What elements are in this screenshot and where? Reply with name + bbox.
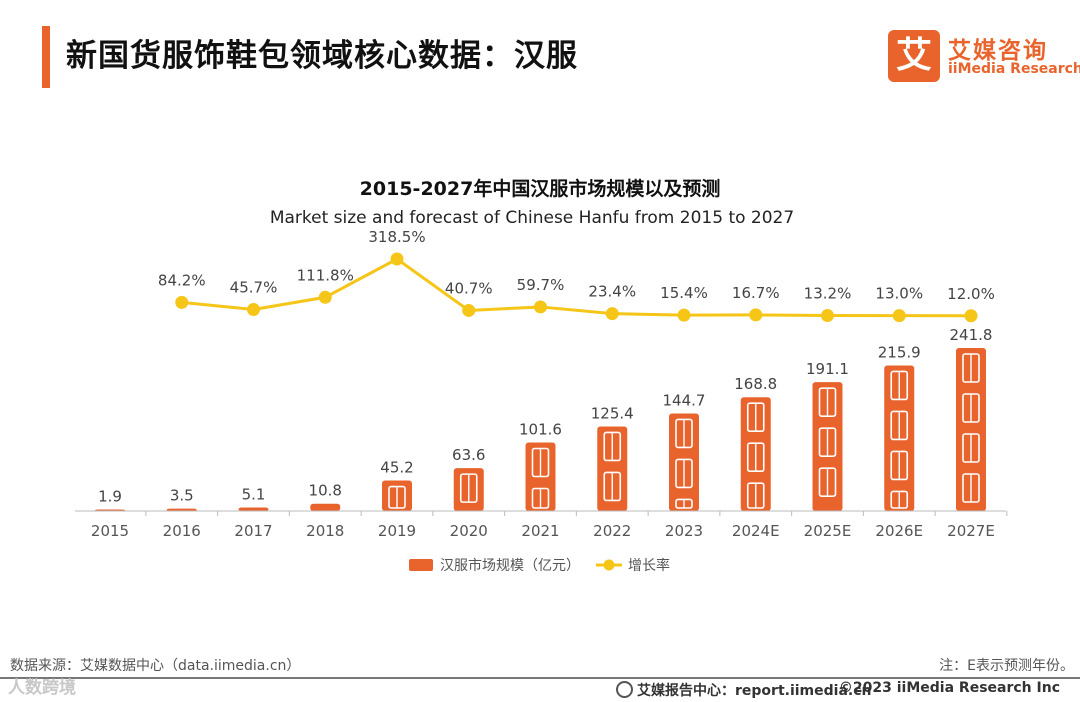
growth-value-label: 84.2%	[158, 271, 206, 289]
x-tick-label: 2018	[306, 522, 344, 540]
chart-title: 2015-2027年中国汉服市场规模以及预测	[359, 178, 721, 200]
bar-value-label: 144.7	[663, 391, 706, 409]
bar-value-label: 191.1	[806, 360, 849, 378]
bar-value-label: 125.4	[591, 404, 634, 422]
report-center-link[interactable]: 艾媒报告中心：report.iimedia.cn	[616, 680, 872, 700]
bar-2026E	[884, 365, 915, 511]
growth-value-label: 23.4%	[588, 283, 636, 301]
legend-line-marker	[603, 559, 615, 571]
x-tick-label: 2015	[91, 522, 129, 540]
growth-rate-line	[181, 257, 972, 318]
globe-icon	[616, 681, 633, 698]
bar-value-label: 168.8	[734, 375, 777, 393]
chart-subtitle: Market size and forecast of Chinese Hanf…	[269, 208, 795, 228]
bar-2016	[166, 508, 197, 511]
forecast-note: 注：E表示预测年份。	[939, 658, 1074, 674]
logo-english-text: iiMedia Research	[948, 61, 1080, 77]
iimedia-logo[interactable]: 艾 艾媒咨询 iiMedia Research	[888, 30, 1080, 82]
bar-2024E	[740, 397, 771, 511]
growth-value-label: 16.7%	[732, 284, 780, 302]
bar-value-label: 1.9	[98, 488, 122, 506]
growth-value-label: 15.4%	[660, 284, 708, 302]
logo-mark-icon: 艾	[888, 30, 940, 82]
bar-2021	[525, 442, 556, 511]
x-tick-label: 2023	[665, 522, 703, 540]
growth-point-2023	[677, 308, 691, 322]
bar-2017	[238, 507, 269, 511]
bar-2020	[453, 468, 484, 511]
growth-value-label: 111.8%	[297, 266, 354, 284]
growth-point-2022	[605, 307, 619, 321]
bar-fill	[956, 348, 986, 511]
footer-divider	[0, 677, 1080, 679]
bar-2025E	[812, 382, 843, 511]
x-tick-label: 2026E	[875, 522, 923, 540]
watermark: 人数跨境	[8, 678, 76, 698]
x-tick-label: 2025E	[804, 522, 852, 540]
bar-value-label: 241.8	[950, 326, 993, 344]
growth-point-2016	[175, 295, 189, 309]
bar-value-label: 3.5	[170, 487, 194, 505]
x-tick-label: 2017	[234, 522, 272, 540]
title-accent-bar	[42, 26, 50, 88]
growth-point-2021	[534, 300, 547, 314]
x-tick-label: 2024E	[732, 522, 780, 540]
legend-bar-swatch	[409, 559, 433, 571]
legend-line-item: 增长率	[596, 557, 670, 574]
bar-2027E	[956, 348, 986, 511]
bar-2022	[597, 426, 628, 511]
bar-value-label: 5.1	[242, 486, 266, 504]
bar-2018	[310, 503, 341, 511]
growth-value-label: 13.0%	[875, 285, 923, 303]
bar-value-label: 101.6	[519, 421, 562, 439]
growth-point-2025E	[821, 309, 834, 323]
logo-chinese-text: 艾媒咨询	[948, 38, 1048, 64]
growth-value-label: 40.7%	[445, 279, 493, 297]
growth-point-2020	[462, 303, 476, 317]
growth-value-label: 13.2%	[804, 285, 852, 303]
bar-value-label: 215.9	[878, 343, 921, 361]
growth-point-2017	[247, 303, 260, 317]
growth-value-label: 12.0%	[947, 285, 995, 303]
bar-fill	[166, 508, 197, 511]
x-tick-label: 2019	[378, 522, 416, 540]
data-source: 数据来源：艾媒数据中心（data.iimedia.cn）	[10, 658, 301, 674]
x-tick-label: 2016	[163, 522, 201, 540]
x-tick-label: 2022	[593, 522, 631, 540]
bar-fill	[238, 507, 269, 511]
x-tick-label: 2027E	[947, 522, 995, 540]
bar-2019	[382, 480, 412, 511]
report-center-text: 艾媒报告中心：report.iimedia.cn	[637, 683, 872, 699]
bar-2023	[669, 413, 699, 511]
bar-value-label: 10.8	[309, 482, 342, 500]
growth-point-2018	[318, 290, 332, 304]
bar-value-label: 63.6	[452, 446, 485, 464]
x-tick-label: 2021	[521, 522, 559, 540]
legend-bar-label: 汉服市场规模（亿元）	[440, 557, 580, 574]
bar-value-label: 45.2	[380, 459, 413, 477]
growth-value-label: 45.7%	[230, 279, 278, 297]
growth-point-2024E	[749, 308, 763, 322]
growth-point-2027E	[964, 309, 978, 323]
legend-bar-item: 汉服市场规模（亿元）	[409, 557, 580, 574]
growth-point-2019	[390, 252, 404, 266]
legend-line-label: 增长率	[628, 557, 670, 574]
growth-value-label: 318.5%	[368, 228, 425, 246]
growth-point-2026E	[892, 309, 906, 323]
x-tick-label: 2020	[450, 522, 488, 540]
copyright: ©2023 iiMedia Research Inc	[838, 680, 1060, 696]
growth-value-label: 59.7%	[517, 276, 565, 294]
bar-fill	[310, 503, 341, 511]
page-title: 新国货服饰鞋包领域核心数据：汉服	[66, 38, 578, 74]
